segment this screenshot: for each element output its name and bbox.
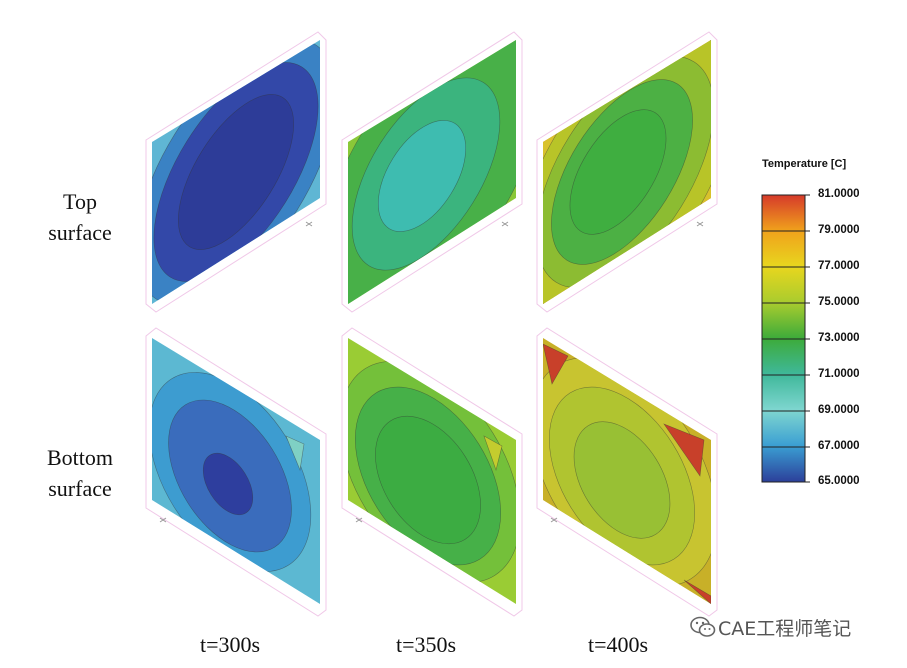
row-label-bottom-line2: surface — [48, 476, 112, 501]
row-label-top-line2: surface — [48, 220, 112, 245]
legend-tick-71: 71.0000 — [818, 368, 860, 380]
legend-tick-79: 79.0000 — [818, 224, 860, 236]
legend-tick-65: 65.0000 — [818, 475, 860, 487]
panel-frames — [145, 31, 718, 617]
wechat-icon — [690, 616, 716, 637]
legend-tick-77: 77.0000 — [818, 260, 860, 272]
legend-tick-73: 73.0000 — [818, 332, 860, 344]
legend-tick-75: 75.0000 — [818, 296, 860, 308]
legend-tick-67: 67.0000 — [818, 440, 860, 452]
legend-title: Temperature [C] — [762, 158, 847, 170]
row-label-bottom: Bottom surface — [25, 442, 135, 504]
axis-markers — [159, 221, 704, 523]
time-label-400: t=400s — [587, 632, 649, 657]
row-label-top-line1: Top — [63, 189, 97, 214]
watermark-text: CAE工程师笔记 — [718, 618, 852, 640]
row-label-top: Top surface — [25, 186, 135, 248]
legend-tick-69: 69.0000 — [818, 404, 860, 416]
contour-top-350 — [348, 40, 516, 304]
row-label-bottom-line1: Bottom — [46, 445, 113, 470]
legend-tick-81: 81.0000 — [818, 188, 860, 200]
time-label-350: t=350s — [395, 632, 457, 657]
time-label-300: t=300s — [199, 632, 261, 657]
